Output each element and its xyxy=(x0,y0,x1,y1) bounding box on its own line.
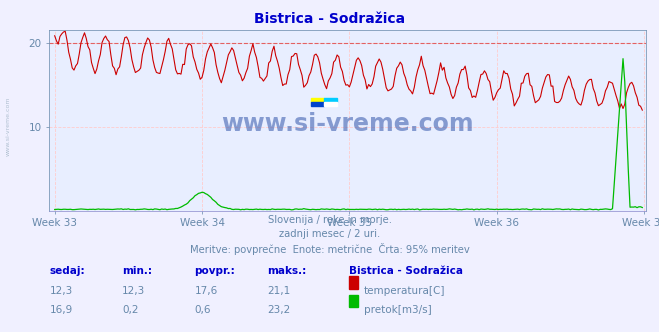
Text: 17,6: 17,6 xyxy=(194,286,217,296)
Text: maks.:: maks.: xyxy=(267,266,306,276)
Bar xyxy=(310,102,324,106)
Text: www.si-vreme.com: www.si-vreme.com xyxy=(221,112,474,136)
Text: min.:: min.: xyxy=(122,266,152,276)
Text: 12,3: 12,3 xyxy=(122,286,145,296)
Text: temperatura[C]: temperatura[C] xyxy=(364,286,445,296)
Text: 16,9: 16,9 xyxy=(49,305,72,315)
Bar xyxy=(324,98,337,102)
Text: 0,6: 0,6 xyxy=(194,305,211,315)
Bar xyxy=(310,98,324,102)
Text: www.si-vreme.com: www.si-vreme.com xyxy=(5,96,11,156)
Text: 12,3: 12,3 xyxy=(49,286,72,296)
Text: Meritve: povprečne  Enote: metrične  Črta: 95% meritev: Meritve: povprečne Enote: metrične Črta:… xyxy=(190,243,469,255)
Bar xyxy=(324,102,337,106)
Text: 21,1: 21,1 xyxy=(267,286,290,296)
Text: povpr.:: povpr.: xyxy=(194,266,235,276)
Text: 23,2: 23,2 xyxy=(267,305,290,315)
Text: 0,2: 0,2 xyxy=(122,305,138,315)
Text: Bistrica - Sodražica: Bistrica - Sodražica xyxy=(349,266,463,276)
Text: zadnji mesec / 2 uri.: zadnji mesec / 2 uri. xyxy=(279,229,380,239)
Text: Bistrica - Sodražica: Bistrica - Sodražica xyxy=(254,12,405,26)
Text: pretok[m3/s]: pretok[m3/s] xyxy=(364,305,432,315)
Text: Slovenija / reke in morje.: Slovenija / reke in morje. xyxy=(268,215,391,225)
Text: sedaj:: sedaj: xyxy=(49,266,85,276)
